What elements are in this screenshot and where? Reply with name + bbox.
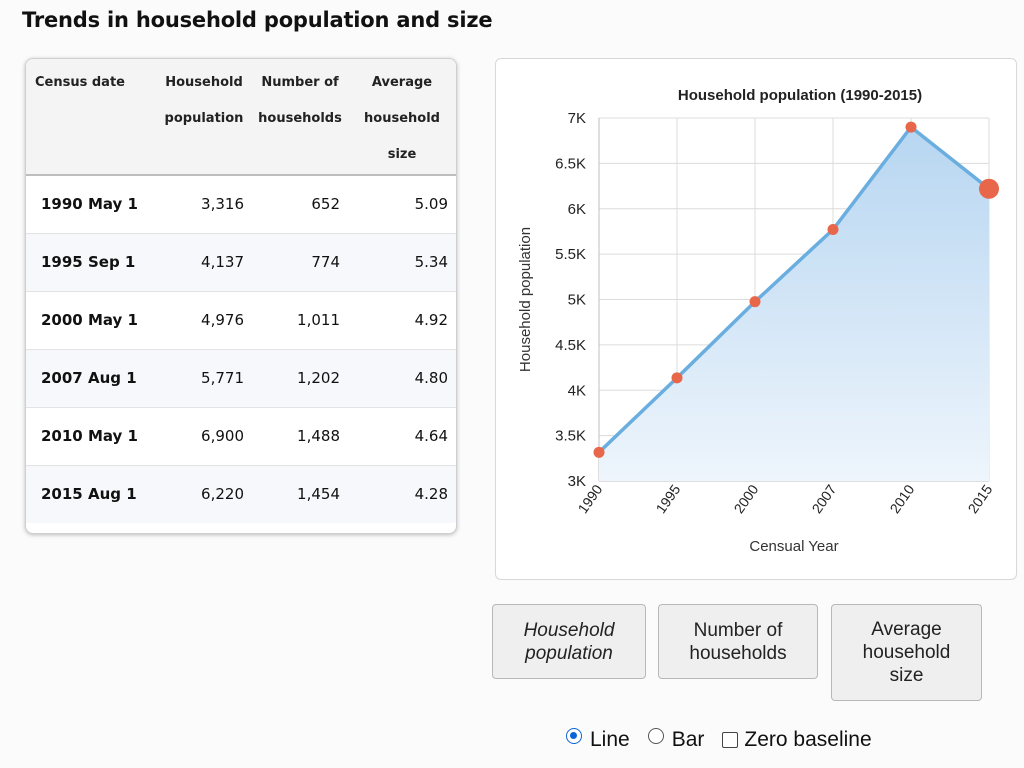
cell-avg-size: 4.92 <box>348 290 456 349</box>
y-tick-label: 6.5K <box>555 155 586 172</box>
cell-population: 4,137 <box>156 232 252 291</box>
data-point <box>905 121 917 133</box>
cell-date: 1990 May 1 <box>41 195 138 214</box>
average-household-size-button[interactable]: Average household size <box>831 604 982 701</box>
cell-date: 1995 Sep 1 <box>26 232 156 291</box>
cell-date: 2010 May 1 <box>26 406 156 465</box>
y-tick-label: 5K <box>568 292 586 309</box>
chart-options: Line Bar Zero baseline <box>566 726 890 754</box>
zero-baseline-checkbox[interactable] <box>722 732 739 748</box>
data-point <box>979 178 999 199</box>
cell-population: 5,771 <box>156 348 252 407</box>
cell-date: 2015 Aug 1 <box>26 464 156 523</box>
y-tick-label: 3K <box>568 473 586 490</box>
number-of-households-button[interactable]: Number of households <box>658 604 818 679</box>
line-radio[interactable] <box>566 728 582 744</box>
chart-card: Household population (1990-2015) 3K 3.5K 4K… <box>495 58 1017 580</box>
y-tick-label: 5.5K <box>555 246 586 263</box>
bar-radio[interactable] <box>647 728 664 744</box>
data-point <box>749 296 761 308</box>
y-tick-label: 4.5K <box>555 337 586 354</box>
household-population-button-label: Household population <box>523 619 615 664</box>
cell-households: 1,488 <box>252 406 348 465</box>
cell-households: 1,202 <box>252 348 348 407</box>
bar-option-label: Bar <box>671 728 705 751</box>
x-tick-label: 2010 <box>886 481 917 516</box>
household-population-button[interactable]: Household population <box>492 604 646 679</box>
table-row: 2015 Aug 1 6,220 1,454 4.28 <box>26 464 456 523</box>
y-tick-label: 3.5K <box>555 428 586 445</box>
page-title: Trends in household population and size <box>22 8 493 32</box>
cell-population: 4,976 <box>156 290 252 349</box>
line-option-label: Line <box>590 728 630 751</box>
table-row: 1995 Sep 1 4,137 774 5.34 <box>26 232 456 291</box>
cell-avg-size: 4.64 <box>348 406 456 465</box>
data-point <box>593 446 605 458</box>
cell-population: 6,900 <box>156 406 252 465</box>
y-tick-label: 7K <box>568 110 586 127</box>
cell-avg-size: 5.09 <box>414 195 448 214</box>
cell-avg-size: 4.80 <box>348 348 456 407</box>
table-row: 2000 May 1 4,976 1,011 4.92 <box>26 290 456 349</box>
x-tick-label: 2007 <box>808 481 839 516</box>
x-tick-label: 2015 <box>964 481 995 516</box>
data-point <box>827 224 839 236</box>
cell-households: 1,454 <box>252 464 348 523</box>
data-point <box>671 372 683 384</box>
column-header-date: Census date <box>26 59 156 176</box>
x-tick-label: 1995 <box>652 481 683 516</box>
y-tick-label: 6K <box>568 201 586 218</box>
data-table-card: Census date Household population Number … <box>25 58 457 534</box>
cell-avg-size: 4.28 <box>348 464 456 523</box>
cell-households: 652 <box>311 195 340 214</box>
y-tick-label: 4K <box>568 382 586 399</box>
column-header-avg-size: Average household size <box>348 59 456 176</box>
zero-baseline-label: Zero baseline <box>744 728 872 751</box>
zero-baseline-option[interactable]: Zero baseline <box>722 728 872 752</box>
table-row: 1990 May 1 3,316 652 5.09 <box>26 175 456 233</box>
y-axis-label: Household population <box>517 227 534 372</box>
line-option[interactable]: Line <box>566 728 630 752</box>
cell-population: 3,316 <box>201 195 244 214</box>
table-row: 2010 May 1 6,900 1,488 4.64 <box>26 406 456 465</box>
household-table: Census date Household population Number … <box>26 59 456 523</box>
household-population-chart: Household population (1990-2015) 3K 3.5K 4K… <box>517 87 999 555</box>
table-header-row: Census date Household population Number … <box>26 59 456 176</box>
number-of-households-button-label: Number of households <box>689 619 787 664</box>
cell-date: 2000 May 1 <box>26 290 156 349</box>
cell-households: 774 <box>252 232 348 291</box>
average-household-size-button-label: Average household size <box>862 619 951 686</box>
x-axis-label: Censual Year <box>749 538 838 555</box>
column-header-population: Household population <box>156 59 252 176</box>
cell-date: 2007 Aug 1 <box>26 348 156 407</box>
series-area <box>599 127 989 481</box>
bar-option[interactable]: Bar <box>647 728 705 752</box>
cell-population: 6,220 <box>156 464 252 523</box>
table-row: 2007 Aug 1 5,771 1,202 4.80 <box>26 348 456 407</box>
series-line <box>597 125 991 454</box>
chart-title: Household population (1990-2015) <box>678 87 922 104</box>
cell-avg-size: 5.34 <box>348 232 456 291</box>
column-header-households: Number of households <box>252 59 348 176</box>
x-tick-label: 2000 <box>730 481 761 516</box>
cell-households: 1,011 <box>252 290 348 349</box>
